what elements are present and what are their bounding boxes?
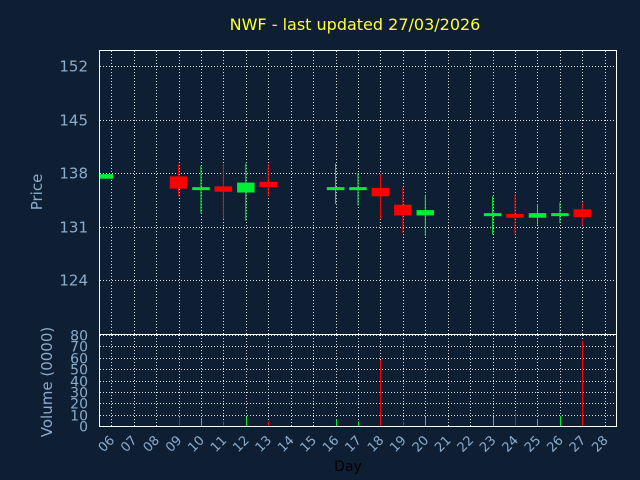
volume-axis-title: Volume (0000): [38, 327, 56, 437]
candle-body: [573, 209, 592, 217]
price-axis-title: Price: [28, 174, 46, 211]
x-tick-label: 20: [410, 433, 432, 455]
volume-bar-series: [179, 340, 583, 426]
x-tick-label: 11: [208, 433, 230, 455]
x-tick-label: 16: [320, 433, 342, 455]
candle-body: [192, 187, 210, 191]
price-y-tick-label: 145: [59, 112, 88, 130]
x-tick-label: 09: [163, 433, 185, 455]
volume-y-tick-label: 50: [70, 363, 88, 379]
candle-body: [349, 187, 367, 191]
x-tick-label: 28: [589, 433, 611, 455]
candle-body: [371, 187, 390, 197]
candle-body: [394, 204, 412, 216]
x-axis-title: Day: [334, 459, 362, 475]
price-y-tick-label: 152: [59, 58, 88, 76]
candlestick-series: [100, 163, 592, 237]
volume-plot-frame: [99, 334, 617, 427]
x-tick-label: 18: [365, 433, 387, 455]
candle-body: [237, 182, 255, 193]
candle-body: [259, 181, 278, 188]
candle-body: [169, 176, 188, 189]
price-y-tick-label: 131: [59, 219, 88, 237]
x-tick-label: 13: [253, 433, 275, 455]
candle-body: [506, 213, 524, 218]
x-tick-label: 25: [522, 433, 544, 455]
x-tick-label: 21: [432, 433, 454, 455]
volume-grid: [100, 335, 616, 427]
x-tick-label: 26: [544, 433, 566, 455]
volume-y-tick-label: 40: [70, 375, 88, 391]
chart-title: NWF - last updated 27/03/2026: [230, 15, 481, 34]
price-y-tick-label: 138: [59, 165, 88, 183]
x-tick-label: 19: [387, 433, 409, 455]
x-tick-label: 23: [477, 433, 499, 455]
volume-y-tick-label: 0: [79, 420, 88, 436]
x-tick-label: 12: [230, 433, 252, 455]
x-tick-label: 27: [567, 433, 589, 455]
candle-body: [416, 210, 435, 216]
candle-body: [483, 213, 502, 217]
x-tick-label: 15: [298, 433, 320, 455]
x-tick-label: 10: [185, 433, 207, 455]
x-tick-label: 08: [141, 433, 163, 455]
x-tick-label: 14: [275, 433, 297, 455]
volume-y-tick-label: 80: [70, 329, 88, 345]
volume-y-tick-label: 10: [70, 409, 88, 425]
candle-body: [214, 186, 233, 192]
x-tick-labels: 06 07 08 09 10 11 12 13 14 15 16 17 18 19 20 21 22 23 24 25…: [96, 433, 612, 455]
volume-y-tick-label: 20: [70, 397, 88, 413]
candle-body: [100, 174, 114, 179]
volume-y-tick-label: 60: [70, 352, 88, 368]
volume-y-tick-label: 30: [70, 386, 88, 402]
candle-body: [551, 213, 569, 217]
x-tick-label: 17: [343, 433, 365, 455]
candle-body: [326, 187, 345, 191]
price-y-tick-label: 124: [59, 272, 88, 290]
x-tick-label: 06: [96, 433, 118, 455]
x-tick-label: 22: [455, 433, 477, 455]
price-y-ticks: 124 131 138 145 152: [59, 58, 88, 290]
x-tick-label: 24: [500, 433, 522, 455]
x-tick-label: 07: [118, 433, 140, 455]
candle-body: [528, 213, 547, 218]
volume-y-tick-label: 70: [70, 340, 88, 356]
